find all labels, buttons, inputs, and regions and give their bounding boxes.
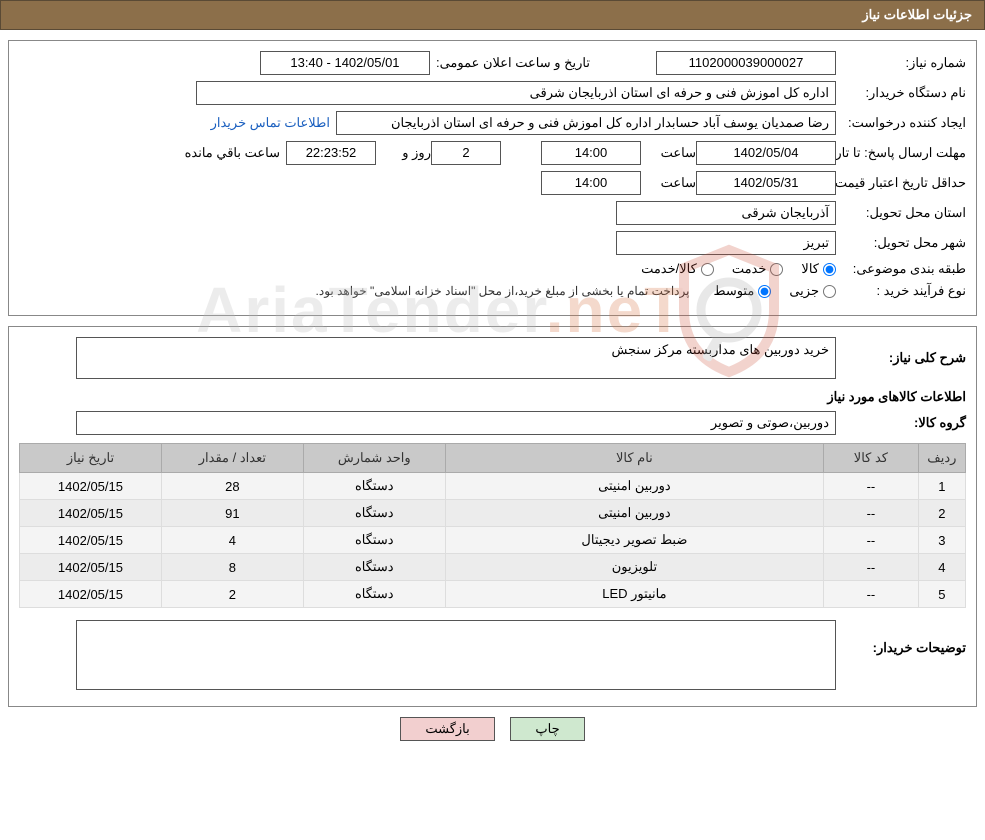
col-header: کد کالا xyxy=(824,444,919,473)
table-cell: -- xyxy=(824,527,919,554)
label-subject-class: طبقه بندی موضوعی: xyxy=(836,261,966,277)
table-cell: 4 xyxy=(161,527,303,554)
value-buyer-notes xyxy=(76,620,836,690)
table-row: 2--دوربین امنیتیدستگاه911402/05/15 xyxy=(20,500,966,527)
value-need-no: 1102000039000027 xyxy=(656,51,836,75)
table-cell: 1402/05/15 xyxy=(20,554,162,581)
table-cell: 8 xyxy=(161,554,303,581)
radio-service[interactable]: خدمت xyxy=(732,261,784,277)
table-cell: 28 xyxy=(161,473,303,500)
table-cell: 1 xyxy=(918,473,965,500)
value-need-desc: خرید دوربین های مداربسته مرکز سنجش xyxy=(76,337,836,379)
table-cell: دوربین امنیتی xyxy=(445,473,823,500)
label-requester: ایجاد کننده درخواست: xyxy=(836,115,966,131)
table-cell: ضبط تصویر دیجیتال xyxy=(445,527,823,554)
label-buyer-org: نام دستگاه خریدار: xyxy=(836,85,966,101)
value-province: آذربایجان شرقی xyxy=(616,201,836,225)
value-requester: رضا صمدیان یوسف آباد حسابدار اداره کل ام… xyxy=(336,111,836,135)
value-goods-group: دوربین،صوتی و تصویر xyxy=(76,411,836,435)
table-cell: 91 xyxy=(161,500,303,527)
items-tbody: 1--دوربین امنیتیدستگاه281402/05/152--دور… xyxy=(20,473,966,608)
table-row: 4--تلویزیوندستگاه81402/05/15 xyxy=(20,554,966,581)
details-panel: شماره نیاز: 1102000039000027 تاریخ و ساع… xyxy=(8,40,977,316)
table-cell: 3 xyxy=(918,527,965,554)
table-cell: دوربین امنیتی xyxy=(445,500,823,527)
panel-header: جزئیات اطلاعات نیاز xyxy=(0,0,985,30)
items-panel: شرح کلی نیاز: خرید دوربین های مداربسته م… xyxy=(8,326,977,707)
value-answer-date: 1402/05/04 xyxy=(696,141,836,165)
label-hour-1: ساعت xyxy=(641,145,696,161)
col-header: تعداد / مقدار xyxy=(161,444,303,473)
table-cell: 1402/05/15 xyxy=(20,500,162,527)
value-price-time: 14:00 xyxy=(541,171,641,195)
label-purchase-type: نوع فرآیند خرید : xyxy=(836,283,966,299)
table-cell: دستگاه xyxy=(303,581,445,608)
label-answer-deadline: مهلت ارسال پاسخ: تا تاریخ: xyxy=(836,145,966,161)
print-button[interactable]: چاپ xyxy=(510,717,584,741)
col-header: تاریخ نیاز xyxy=(20,444,162,473)
value-city: تبریز xyxy=(616,231,836,255)
table-cell: 5 xyxy=(918,581,965,608)
radio-medium[interactable]: متوسط xyxy=(713,283,771,299)
col-header: واحد شمارش xyxy=(303,444,445,473)
table-cell: 1402/05/15 xyxy=(20,581,162,608)
value-announce-dt: 1402/05/01 - 13:40 xyxy=(260,51,430,75)
table-cell: دستگاه xyxy=(303,473,445,500)
value-answer-time: 14:00 xyxy=(541,141,641,165)
label-announce-dt: تاریخ و ساعت اعلان عمومی: xyxy=(430,55,596,71)
label-buyer-notes: توضیحات خریدار: xyxy=(836,620,966,656)
link-buyer-contact[interactable]: اطلاعات تماس خریدار xyxy=(211,115,336,131)
radio-partial[interactable]: جزیی xyxy=(789,283,836,299)
table-cell: 4 xyxy=(918,554,965,581)
table-cell: مانیتور LED xyxy=(445,581,823,608)
table-cell: دستگاه xyxy=(303,500,445,527)
table-cell: 1402/05/15 xyxy=(20,527,162,554)
items-info-title: اطلاعات کالاهای مورد نیاز xyxy=(19,389,966,405)
value-price-date: 1402/05/31 xyxy=(696,171,836,195)
table-cell: 1402/05/15 xyxy=(20,473,162,500)
label-days-and: روز و xyxy=(376,145,431,161)
radio-goods-service[interactable]: کالا/خدمت xyxy=(641,261,714,277)
items-table: ردیفکد کالانام کالاواحد شمارشتعداد / مقد… xyxy=(19,443,966,608)
label-need-desc: شرح کلی نیاز: xyxy=(836,350,966,366)
value-buyer-org: اداره کل اموزش فنی و حرفه ای استان اذربا… xyxy=(196,81,836,105)
table-row: 1--دوربین امنیتیدستگاه281402/05/15 xyxy=(20,473,966,500)
col-header: نام کالا xyxy=(445,444,823,473)
panel-title: جزئیات اطلاعات نیاز xyxy=(862,7,972,22)
table-cell: تلویزیون xyxy=(445,554,823,581)
payment-note: پرداخت تمام یا بخشی از مبلغ خرید،از محل … xyxy=(316,284,696,298)
table-cell: 2 xyxy=(161,581,303,608)
table-cell: دستگاه xyxy=(303,554,445,581)
table-cell: -- xyxy=(824,473,919,500)
value-hms: 22:23:52 xyxy=(286,141,376,165)
table-row: 3--ضبط تصویر دیجیتالدستگاه41402/05/15 xyxy=(20,527,966,554)
table-cell: -- xyxy=(824,500,919,527)
label-price-validity: حداقل تاریخ اعتبار قیمت: تا تاریخ: xyxy=(836,175,966,191)
col-header: ردیف xyxy=(918,444,965,473)
button-row: چاپ بازگشت xyxy=(0,717,985,741)
value-days: 2 xyxy=(431,141,501,165)
label-goods-group: گروه کالا: xyxy=(836,415,966,431)
table-row: 5--مانیتور LEDدستگاه21402/05/15 xyxy=(20,581,966,608)
table-cell: دستگاه xyxy=(303,527,445,554)
label-remaining: ساعت باقي مانده xyxy=(179,145,286,161)
label-hour-2: ساعت xyxy=(641,175,696,191)
table-header-row: ردیفکد کالانام کالاواحد شمارشتعداد / مقد… xyxy=(20,444,966,473)
label-city: شهر محل تحویل: xyxy=(836,235,966,251)
table-cell: -- xyxy=(824,554,919,581)
back-button[interactable]: بازگشت xyxy=(400,717,494,741)
label-province: استان محل تحویل: xyxy=(836,205,966,221)
table-cell: -- xyxy=(824,581,919,608)
radio-goods[interactable]: کالا xyxy=(801,261,836,277)
label-need-no: شماره نیاز: xyxy=(836,55,966,71)
table-cell: 2 xyxy=(918,500,965,527)
